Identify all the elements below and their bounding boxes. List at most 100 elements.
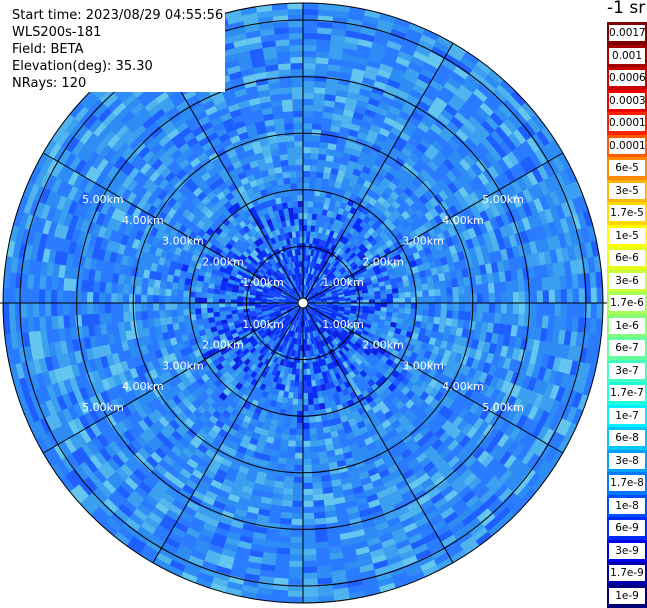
range-gate-cell <box>297 392 303 399</box>
range-gate-cell <box>276 463 287 471</box>
range-gate-cell <box>532 183 545 199</box>
range-gate-cell <box>560 303 567 317</box>
range-gate-cell <box>412 163 424 174</box>
range-gate-cell <box>135 303 142 312</box>
range-gate-cell <box>428 303 435 310</box>
range-gate-cell <box>321 474 332 483</box>
range-gate-cell <box>531 133 545 150</box>
range-gate-cell <box>378 205 388 214</box>
range-gate-cell <box>317 27 332 35</box>
range-gate-cell <box>438 200 449 212</box>
range-gate-cell <box>431 155 444 168</box>
range-gate-cell <box>350 74 364 83</box>
range-gate-cell <box>335 144 345 153</box>
range-gate-cell <box>412 50 429 63</box>
range-gate-cell <box>129 311 136 322</box>
range-gate-cell <box>297 404 303 411</box>
range-gate-cell <box>505 183 517 197</box>
range-gate-cell <box>293 482 303 490</box>
range-gate-cell <box>285 464 295 471</box>
range-gate-cell <box>293 386 299 393</box>
range-gate-cell <box>372 282 380 289</box>
range-gate-cell <box>303 33 318 40</box>
range-gate-cell <box>445 237 455 248</box>
range-gate-cell <box>8 303 16 319</box>
range-gate-cell <box>470 284 477 295</box>
range-gate-cell <box>429 79 444 92</box>
range-gate-cell <box>422 309 429 317</box>
range-gate-cell <box>352 222 360 231</box>
range-gate-cell <box>225 306 232 312</box>
range-gate-cell <box>489 217 500 230</box>
range-gate-cell <box>558 233 568 249</box>
range-gate-cell <box>404 291 411 298</box>
range-gate-cell <box>565 316 573 332</box>
range-gate-cell <box>317 571 332 579</box>
range-gate-cell <box>346 212 354 220</box>
range-gate-cell <box>418 249 427 258</box>
range-gate-cell <box>93 281 101 293</box>
range-gate-cell <box>159 295 166 303</box>
range-gate-cell <box>352 62 367 72</box>
range-gate-cell <box>69 314 77 328</box>
range-gate-cell <box>313 276 318 283</box>
range-gate-cell <box>575 258 584 275</box>
range-gate-cell <box>456 174 469 187</box>
range-gate-cell <box>323 166 332 174</box>
range-gate-cell <box>343 190 352 199</box>
range-gate-cell <box>494 175 506 189</box>
range-gate-cell <box>319 135 330 143</box>
range-gate-cell <box>414 218 424 228</box>
range-gate-cell <box>315 270 320 277</box>
range-gate-cell <box>369 91 383 102</box>
range-gate-cell <box>303 212 308 220</box>
range-gate-cell <box>317 21 333 29</box>
range-gate-cell <box>407 254 416 263</box>
range-gate-cell <box>318 271 323 278</box>
range-gate-cell <box>306 293 311 299</box>
range-gate-cell <box>117 312 124 323</box>
range-gate-cell <box>318 196 326 204</box>
range-gate-cell <box>410 202 420 213</box>
range-gate-cell <box>377 277 385 283</box>
range-gate-cell <box>309 255 313 262</box>
range-gate-cell <box>212 298 220 303</box>
range-gate-cell <box>352 237 360 246</box>
range-gate-cell <box>69 303 76 316</box>
range-gate-cell <box>474 201 485 214</box>
range-gate-cell <box>371 278 379 285</box>
range-gate-cell <box>321 178 330 186</box>
range-gate-cell <box>273 577 289 585</box>
range-gate-cell <box>312 291 318 296</box>
range-gate-cell <box>400 78 415 90</box>
range-gate-cell <box>110 292 118 303</box>
range-gate-cell <box>303 74 315 82</box>
range-gate-cell <box>542 303 549 316</box>
range-gate-cell <box>523 242 532 256</box>
range-gate-cell <box>483 220 494 233</box>
range-gate-cell <box>316 553 330 561</box>
range-gate-cell <box>535 277 543 291</box>
range-gate-cell <box>393 141 405 153</box>
range-gate-cell <box>166 274 174 283</box>
range-gate-cell <box>386 40 402 51</box>
range-gate-cell <box>322 253 328 261</box>
range-gate-cell <box>484 182 496 195</box>
range-gate-cell <box>140 294 148 303</box>
range-gate-cell <box>543 177 556 194</box>
range-gate-cell <box>387 167 399 177</box>
range-gate-cell <box>467 115 482 130</box>
range-gate-cell <box>320 129 331 138</box>
range-gate-cell <box>338 276 345 282</box>
range-gate-cell <box>422 62 438 75</box>
range-gate-cell <box>401 105 414 116</box>
range-gate-cell <box>303 368 307 375</box>
range-gate-cell <box>552 234 562 250</box>
range-gate-cell <box>565 274 573 290</box>
range-gate-cell <box>571 214 582 231</box>
range-gate-cell <box>414 105 428 117</box>
range-gate-cell <box>352 254 359 262</box>
range-gate-cell <box>321 118 333 126</box>
range-gate-cell <box>436 91 452 104</box>
range-gate-cell <box>448 204 459 216</box>
